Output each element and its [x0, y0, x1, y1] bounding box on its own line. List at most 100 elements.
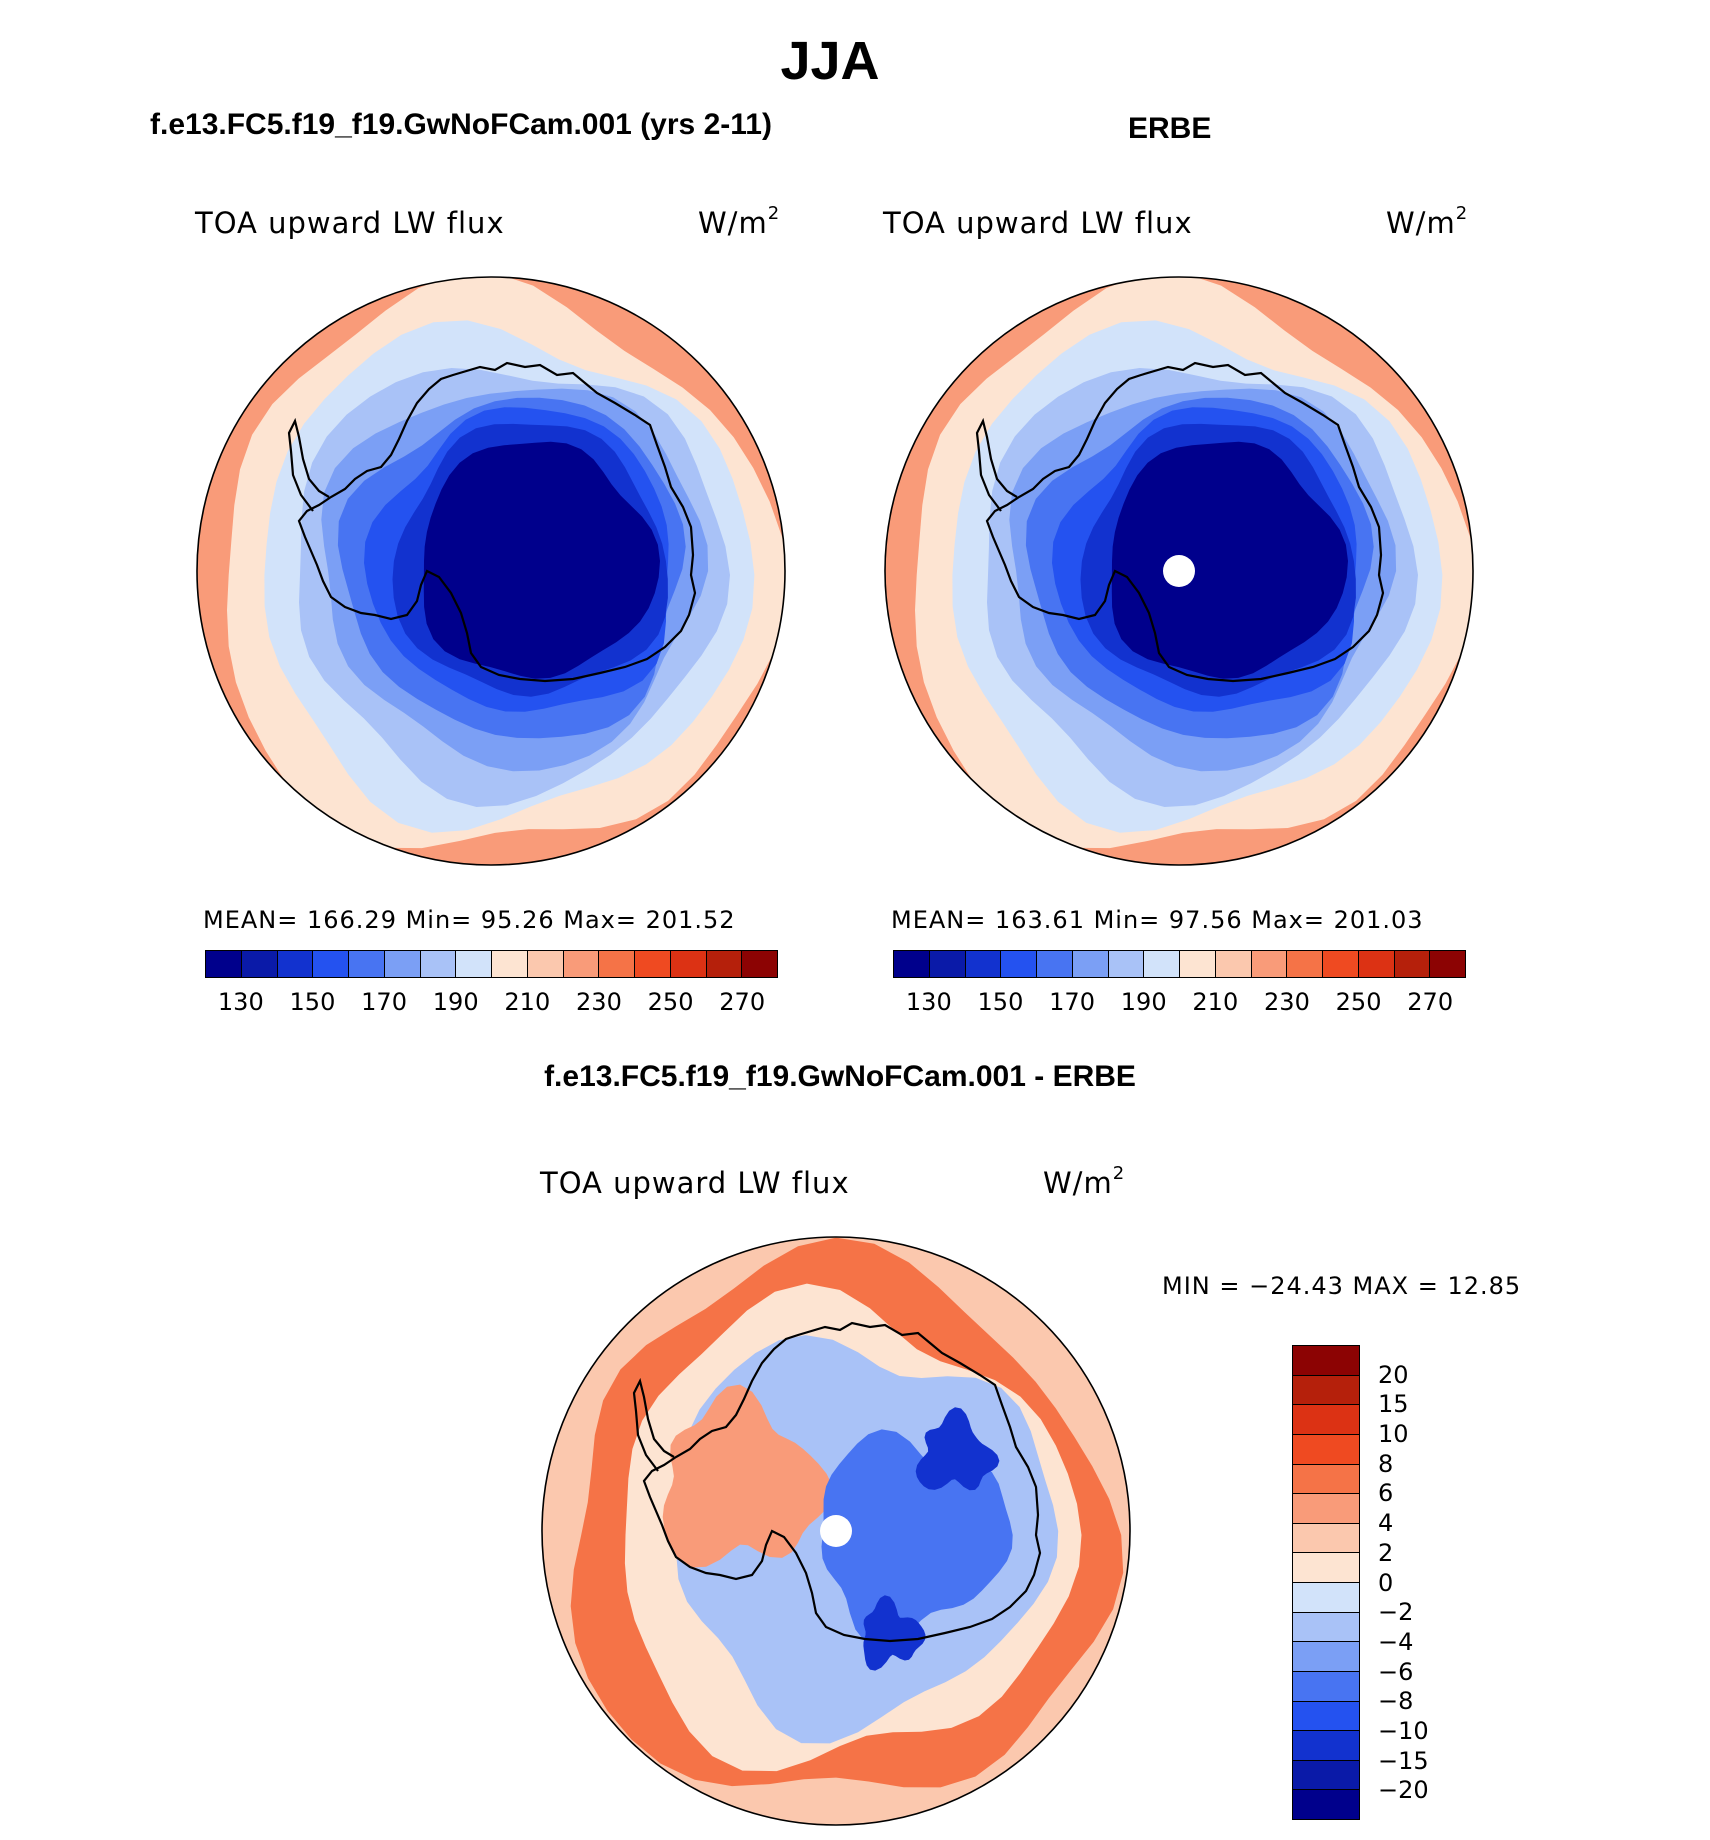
map-fill-group [197, 277, 785, 865]
model-units-label: W/m2 [698, 203, 781, 240]
colorbar-swatch [1215, 951, 1252, 977]
map-fill-group [542, 1237, 1130, 1825]
colorbar-swatch [1430, 951, 1465, 977]
obs-units-label: W/m2 [1386, 203, 1469, 240]
colorbar-tick-label: 150 [289, 988, 336, 1016]
colorbar-swatch [1072, 951, 1109, 977]
colorbar-swatch [1293, 1494, 1359, 1524]
colorbar-tick-label: 270 [719, 988, 766, 1016]
colorbar-tick-label: 150 [977, 988, 1024, 1016]
colorbar-swatch [349, 951, 385, 977]
colorbar-swatch [1293, 1375, 1359, 1406]
diff-colorbar-ticks: 20 15 10 8 6 4 2 0 −2 −4 −6 −8 −10 −15 −20 [1378, 1345, 1458, 1820]
colorbar-swatch [1323, 951, 1359, 977]
colorbar-tick-label: 130 [217, 988, 264, 1016]
colorbar-tick-label: 10 [1378, 1420, 1409, 1449]
colorbar-swatch [1293, 1405, 1359, 1435]
colorbar-tick-label: 20 [1378, 1360, 1409, 1389]
colorbar-tick-label: 190 [432, 988, 479, 1016]
model-stats: MEAN= 166.29 Min= 95.26 Max= 201.52 [203, 906, 736, 934]
colorbar-swatch [635, 951, 671, 977]
colorbar-swatch [1293, 1642, 1359, 1672]
peninsula-coastline [975, 417, 1018, 512]
colorbar-swatch [670, 951, 707, 977]
diff-field-label: TOA upward LW flux [540, 1166, 850, 1200]
colorbar-tick-label: 230 [1264, 988, 1310, 1016]
diff-colorbar [1292, 1345, 1360, 1820]
colorbar-tick-label: 250 [647, 988, 694, 1016]
colorbar-tick-label: −15 [1378, 1746, 1429, 1775]
antarctica-coastline [642, 1321, 1042, 1643]
colorbar-swatch [527, 951, 564, 977]
colorbar-swatch [1293, 1464, 1359, 1495]
colorbar-tick-label: −8 [1378, 1687, 1414, 1716]
antarctica-coastline [297, 361, 697, 683]
colorbar-swatch [241, 951, 278, 977]
colorbar-swatch [742, 951, 777, 977]
colorbar-swatch [1251, 951, 1288, 977]
colorbar-swatch [1293, 1553, 1359, 1583]
colorbar-tick-label: 170 [361, 988, 407, 1016]
colorbar-swatch [1287, 951, 1323, 977]
colorbar-tick-label: 2 [1378, 1538, 1394, 1567]
colorbar-swatch [420, 951, 457, 977]
colorbar-swatch [965, 951, 1002, 977]
colorbar-tick-label: 190 [1120, 988, 1167, 1016]
colorbar-swatch [1180, 951, 1216, 977]
colorbar-tick-label: 8 [1378, 1449, 1394, 1478]
colorbar-swatch [1293, 1346, 1359, 1376]
contour-band [1111, 441, 1348, 679]
colorbar-tick-label: 230 [576, 988, 622, 1016]
peninsula-coastline [632, 1377, 675, 1472]
map-boundary-circle [541, 1236, 1131, 1826]
colorbar-swatch [1001, 951, 1037, 977]
colorbar-tick-label: 210 [1192, 988, 1239, 1016]
colorbar-swatch [1293, 1701, 1359, 1732]
contour-band [662, 1384, 833, 1568]
peninsula-coastline [287, 417, 330, 512]
colorbar-swatch [1293, 1760, 1359, 1791]
colorbar-tick-label: −4 [1378, 1627, 1414, 1656]
colorbar-tick-label: 270 [1407, 988, 1454, 1016]
colorbar-swatch [456, 951, 492, 977]
map-boundary-circle [196, 276, 786, 866]
colorbar-tick-label: −10 [1378, 1716, 1429, 1745]
colorbar-swatch [1144, 951, 1180, 977]
colorbar-swatch [492, 951, 528, 977]
model-polar-map [196, 276, 786, 866]
colorbar-swatch [1037, 951, 1073, 977]
colorbar-tick-label: −20 [1378, 1776, 1429, 1805]
main-title: JJA [780, 31, 880, 91]
colorbar-swatch [563, 951, 600, 977]
model-colorbar-ticks: 130 150 170 190 210 230 250 270 [205, 988, 778, 1018]
obs-colorbar-ticks: 130 150 170 190 210 230 250 270 [893, 988, 1466, 1018]
colorbar-swatch [1293, 1523, 1359, 1554]
colorbar-tick-label: 250 [1335, 988, 1382, 1016]
colorbar-swatch [1293, 1583, 1359, 1613]
colorbar-tick-label: 130 [905, 988, 952, 1016]
diff-polar-map [541, 1236, 1131, 1826]
colorbar-tick-label: 4 [1378, 1509, 1394, 1538]
model-field-label: TOA upward LW flux [195, 206, 505, 240]
colorbar-swatch [1293, 1790, 1359, 1819]
obs-stats: MEAN= 163.61 Min= 97.56 Max= 201.03 [891, 906, 1424, 934]
colorbar-swatch [1293, 1731, 1359, 1761]
diff-units-label: W/m2 [1043, 1163, 1126, 1200]
model-panel-title: f.e13.FC5.f19_f19.GwNoFCam.001 (yrs 2-11… [150, 108, 772, 141]
antarctica-coastline [985, 361, 1385, 683]
colorbar-tick-label: −2 [1378, 1598, 1414, 1627]
colorbar-tick-label: 170 [1049, 988, 1095, 1016]
colorbar-tick-label: 0 [1378, 1568, 1394, 1597]
colorbar-swatch [1358, 951, 1395, 977]
missing-data-pole [1163, 555, 1195, 587]
colorbar-tick-label: 210 [504, 988, 551, 1016]
colorbar-swatch [599, 951, 635, 977]
map-boundary-circle [884, 276, 1474, 866]
colorbar-tick-label: 15 [1378, 1390, 1409, 1419]
contour-band [423, 441, 660, 679]
colorbar-swatch [1293, 1671, 1359, 1702]
colorbar-swatch [706, 951, 743, 977]
obs-field-label: TOA upward LW flux [883, 206, 1193, 240]
missing-data-pole [820, 1515, 852, 1547]
map-fill-group [885, 277, 1473, 865]
